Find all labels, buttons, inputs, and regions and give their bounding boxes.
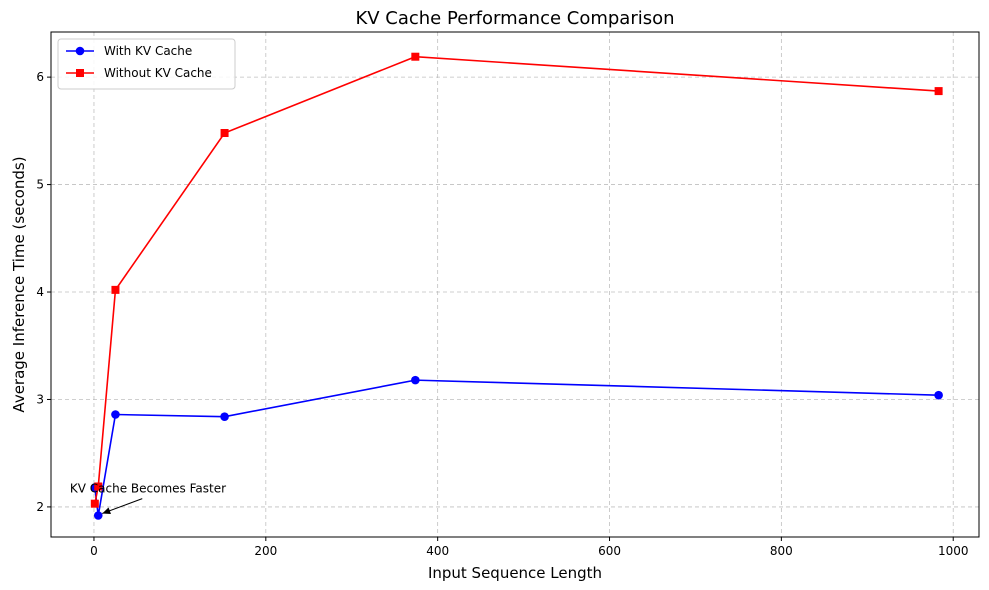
annotation-text: KV Cache Becomes Faster — [70, 482, 226, 496]
legend-label-1: Without KV Cache — [104, 66, 212, 80]
x-tick-label: 1000 — [938, 544, 969, 558]
legend-marker-1 — [76, 69, 84, 77]
data-point — [111, 285, 120, 294]
x-tick-label: 800 — [770, 544, 793, 558]
grid — [51, 32, 979, 537]
ticks: 0 200 400 600 800 1000 2 3 4 5 6 — [36, 70, 968, 558]
data-point — [411, 375, 420, 385]
chart-title: KV Cache Performance Comparison — [355, 8, 674, 29]
x-tick-label: 600 — [598, 544, 621, 558]
data-point — [220, 412, 229, 421]
data-point — [111, 410, 120, 419]
series-layer — [90, 52, 943, 520]
plot-frame — [50, 31, 980, 538]
x-tick-label: 0 — [90, 544, 98, 558]
y-tick-label: 2 — [36, 500, 44, 514]
y-tick-label: 5 — [36, 178, 44, 192]
legend-box — [57, 38, 236, 90]
x-tick-label: 200 — [254, 544, 277, 558]
legend-marker-0 — [75, 46, 85, 56]
annotation-arrowhead — [102, 507, 111, 515]
legend: With KV Cache Without KV Cache — [57, 38, 236, 90]
data-point — [411, 52, 420, 61]
data-point — [934, 390, 943, 400]
data-point — [934, 87, 943, 96]
x-axis-label: Input Sequence Length — [428, 564, 602, 582]
y-tick-label: 4 — [36, 285, 44, 299]
data-point — [90, 499, 99, 508]
annotation-layer: KV Cache Becomes Faster — [70, 482, 226, 515]
y-tick-label: 3 — [36, 392, 44, 406]
data-point — [93, 511, 103, 520]
y-tick-label: 6 — [36, 70, 44, 84]
x-tick-label: 400 — [426, 544, 449, 558]
legend-label-0: With KV Cache — [104, 44, 192, 58]
data-point — [220, 129, 229, 137]
y-axis-label: Average Inference Time (seconds) — [10, 156, 28, 412]
data-point — [94, 482, 103, 491]
series-line-0 — [94, 379, 939, 516]
